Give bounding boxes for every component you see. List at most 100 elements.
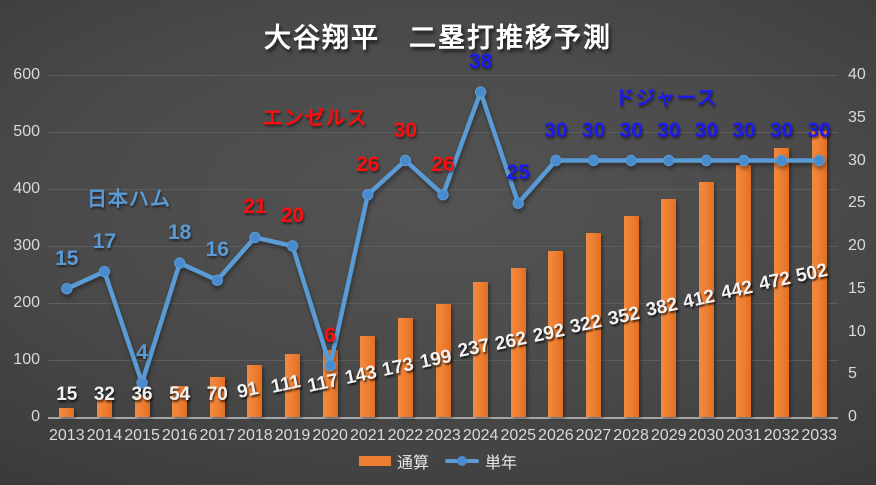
x-label-2028: 2028 bbox=[613, 427, 649, 444]
left-tick-0: 0 bbox=[31, 408, 40, 425]
line-label-2028: 30 bbox=[619, 118, 643, 142]
line-label-2027: 30 bbox=[581, 118, 606, 142]
annotation-日本ハム: 日本ハム bbox=[87, 188, 171, 211]
marker-2022 bbox=[399, 154, 412, 167]
right-tick-5: 5 bbox=[848, 365, 857, 383]
bar-2029 bbox=[661, 199, 677, 417]
x-label-2026: 2026 bbox=[538, 427, 574, 444]
x-label-2022: 2022 bbox=[387, 427, 424, 444]
bar-label-2016: 54 bbox=[169, 384, 191, 405]
right-tick-25: 25 bbox=[848, 194, 866, 212]
line-label-2016: 18 bbox=[167, 221, 192, 245]
marker-2023 bbox=[437, 189, 449, 201]
bar-2031 bbox=[736, 165, 752, 417]
line-label-2031: 30 bbox=[732, 118, 756, 142]
bar-2025 bbox=[510, 267, 526, 417]
x-label-2023: 2023 bbox=[425, 427, 461, 444]
left-tick-500: 500 bbox=[13, 123, 40, 140]
plot-area: 15 32 36 54 70 91 111 117 143 173 199 237 262 292 322 3… bbox=[48, 50, 838, 419]
bar-label-2013: 15 bbox=[56, 384, 78, 405]
line-label-2022: 30 bbox=[393, 118, 418, 142]
x-label-2013: 2013 bbox=[49, 427, 85, 444]
line-label-2024: 38 bbox=[468, 50, 493, 74]
marker-2014 bbox=[98, 265, 111, 278]
bar-2021 bbox=[360, 335, 376, 417]
line-label-2030: 30 bbox=[694, 118, 719, 142]
bar-2027 bbox=[585, 233, 601, 417]
legend-item-single-year: 単年 bbox=[445, 449, 517, 473]
x-label-2029: 2029 bbox=[650, 427, 687, 444]
line-label-2015: 4 bbox=[136, 340, 148, 364]
legend: 通算 単年 bbox=[0, 449, 876, 473]
x-label-2014: 2014 bbox=[86, 427, 123, 444]
annotation-ドジャース: ドジャース bbox=[614, 87, 718, 110]
bar-label-2017: 70 bbox=[206, 384, 228, 405]
x-label-2017: 2017 bbox=[199, 427, 236, 444]
marker-2015 bbox=[136, 377, 148, 389]
bar-2014 bbox=[96, 398, 112, 417]
line-label-2017: 16 bbox=[205, 238, 229, 262]
left-tick-100: 100 bbox=[13, 351, 40, 368]
left-tick-200: 200 bbox=[13, 294, 40, 311]
bar-2032 bbox=[774, 147, 790, 417]
line-label-2018: 21 bbox=[243, 195, 267, 219]
marker-2026 bbox=[550, 154, 562, 167]
left-tick-400: 400 bbox=[13, 180, 40, 197]
x-label-2025: 2025 bbox=[500, 427, 537, 444]
bar-2030 bbox=[698, 182, 714, 417]
bar-2028 bbox=[623, 216, 639, 417]
x-label-2024: 2024 bbox=[462, 427, 499, 444]
line-label-2026: 30 bbox=[544, 118, 568, 142]
marker-2033 bbox=[813, 154, 825, 167]
marker-2029 bbox=[663, 154, 675, 167]
gridline bbox=[48, 75, 838, 76]
marker-2028 bbox=[625, 154, 637, 167]
line-swatch-marker bbox=[457, 456, 467, 466]
bar-2015 bbox=[134, 396, 150, 417]
right-tick-20: 20 bbox=[848, 237, 866, 254]
legend-label-single-year: 単年 bbox=[485, 455, 518, 472]
bar-label-2018: 91 bbox=[235, 378, 261, 404]
bar-swatch-icon bbox=[358, 456, 391, 466]
bar-label-2015: 36 bbox=[131, 384, 153, 405]
bar-2016 bbox=[172, 386, 188, 417]
x-label-2032: 2032 bbox=[763, 427, 800, 444]
line-label-2033: 30 bbox=[807, 118, 831, 142]
line-label-2029: 30 bbox=[657, 118, 681, 142]
right-tick-10: 10 bbox=[848, 322, 866, 340]
line-label-2023: 26 bbox=[431, 152, 455, 176]
x-label-2020: 2020 bbox=[312, 427, 348, 444]
line-series bbox=[61, 86, 825, 389]
marker-2025 bbox=[512, 197, 524, 209]
bar-2013 bbox=[59, 408, 75, 417]
bar-2024 bbox=[473, 281, 489, 417]
x-label-2019: 2019 bbox=[274, 427, 311, 444]
marker-2021 bbox=[362, 189, 374, 201]
annotation-エンゼルス: エンゼルス bbox=[262, 107, 368, 130]
gridline bbox=[48, 246, 838, 247]
right-tick-15: 15 bbox=[848, 279, 866, 297]
right-tick-30: 30 bbox=[848, 151, 866, 169]
marker-2017 bbox=[211, 274, 223, 286]
x-label-2033: 2033 bbox=[801, 427, 837, 444]
marker-2013 bbox=[61, 283, 73, 295]
marker-2020 bbox=[324, 360, 336, 372]
x-label-2027: 2027 bbox=[575, 427, 612, 444]
right-tick-40: 40 bbox=[848, 66, 866, 83]
line-label-2020: 6 bbox=[324, 323, 336, 347]
x-label-2030: 2030 bbox=[688, 427, 725, 444]
bar-2026 bbox=[548, 250, 564, 417]
bar-2019 bbox=[285, 353, 301, 417]
bar-2022 bbox=[397, 318, 413, 417]
legend-item-cumulative: 通算 bbox=[358, 449, 429, 473]
bar-label-2014: 32 bbox=[93, 384, 115, 405]
marker-2018 bbox=[249, 231, 261, 244]
marker-2030 bbox=[700, 154, 713, 167]
marker-2019 bbox=[286, 240, 299, 252]
left-tick-300: 300 bbox=[13, 237, 40, 254]
line-swatch-icon bbox=[445, 456, 479, 466]
x-label-2018: 2018 bbox=[237, 427, 273, 444]
line-label-2032: 30 bbox=[769, 118, 794, 142]
x-label-2015: 2015 bbox=[124, 427, 160, 444]
